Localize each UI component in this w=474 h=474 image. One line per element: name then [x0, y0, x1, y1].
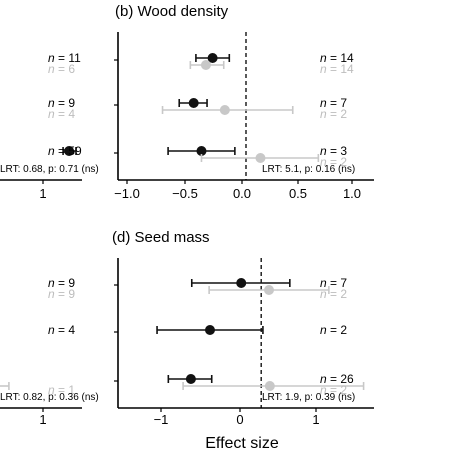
panel-1: 1 n = 11n = 6 n = 9n = 4 n = 59 LRT: 0.68, p…	[0, 51, 99, 201]
n-label: n = 7	[320, 276, 347, 290]
x-tick-label: −0.5	[172, 186, 198, 201]
x-axis-label: Effect size	[205, 435, 279, 452]
n-label-grey: n = 1	[48, 383, 75, 397]
x-tick-label: 1.0	[343, 186, 361, 201]
x-tick-label: −1	[154, 412, 169, 427]
n-label: n = 4	[48, 323, 75, 337]
n-label-grey: n = 2	[320, 287, 347, 301]
black-point	[188, 98, 199, 108]
grey-point	[200, 60, 211, 70]
n-label-grey: n = 2	[320, 155, 347, 169]
lrt-annotation: LRT: 1.9, p: 0.39 (ns)	[262, 392, 355, 403]
n-label-grey: n = 14	[320, 62, 354, 76]
n-label: n = 14	[320, 51, 354, 65]
black-point	[204, 325, 215, 335]
n-label-grey: n = 4	[48, 107, 75, 121]
black-point	[64, 146, 75, 156]
n-label: n = 9	[48, 96, 75, 110]
x-tick-label: 1	[39, 186, 46, 201]
n-label: n = 26	[320, 372, 354, 386]
grey-point	[264, 381, 275, 391]
x-tick-label: 0.0	[233, 186, 251, 201]
x-tick-label: −1.0	[114, 186, 140, 201]
lrt-annotation: LRT: 0.82, p: 0.36 (ns)	[0, 392, 99, 403]
n-label-grey: n = 2	[320, 383, 347, 397]
black-point	[207, 53, 218, 63]
n-label-grey: n = 9	[48, 287, 75, 301]
panel-title: (b) Wood density	[115, 3, 229, 20]
n-label: n = 2	[320, 323, 347, 337]
n-label-grey: n = 6	[48, 62, 75, 76]
x-tick-label: 0.5	[289, 186, 307, 201]
n-label: n = 11	[48, 51, 81, 65]
panel-title: (d) Seed mass	[112, 229, 210, 246]
black-point	[236, 278, 247, 288]
n-label: n = 59	[48, 144, 82, 158]
lrt-annotation: LRT: 0.68, p: 0.71 (ns)	[0, 164, 99, 175]
grey-point	[263, 285, 274, 295]
n-label-grey: n = 2	[320, 107, 347, 121]
lrt-annotation: LRT: 5.1, p: 0.16 (ns)	[262, 164, 355, 175]
grey-point	[255, 153, 266, 163]
black-point	[196, 146, 207, 156]
x-tick-label: 1	[39, 412, 46, 427]
n-label: n = 3	[320, 144, 347, 158]
n-label: n = 9	[48, 276, 75, 290]
black-point	[185, 374, 196, 384]
x-tick-label: 0	[236, 412, 243, 427]
grey-point	[219, 105, 230, 115]
n-label: n = 7	[320, 96, 347, 110]
x-tick-label: 1	[312, 412, 319, 427]
